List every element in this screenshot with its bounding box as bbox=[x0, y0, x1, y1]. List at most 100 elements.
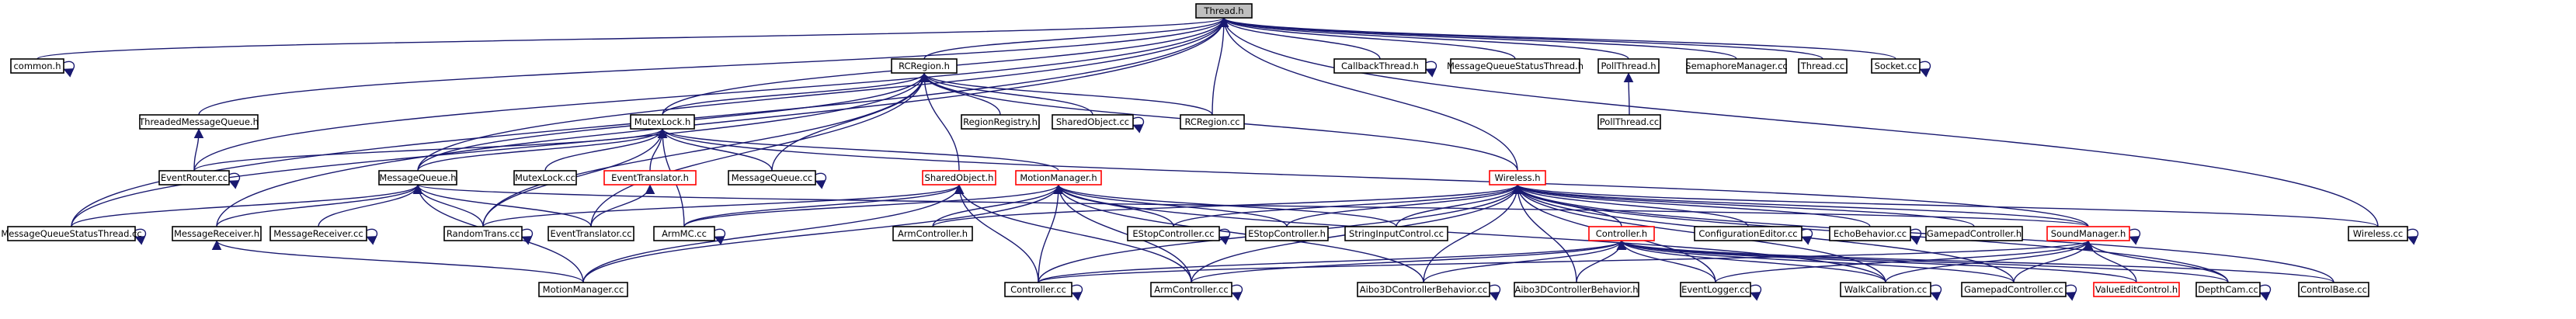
node-label: ArmController.cc bbox=[1154, 284, 1228, 295]
edge-mutex_lock_h-to-rcregion_h bbox=[662, 72, 930, 116]
edge-poll_thread_h-to-thread_h bbox=[1218, 17, 1629, 60]
node-label: EventTranslator.cc bbox=[550, 228, 631, 239]
node-event_translator_cc[interactable]: EventTranslator.cc bbox=[548, 226, 634, 241]
node-configuration_editor_cc[interactable]: ConfigurationEditor.cc bbox=[1694, 226, 1803, 241]
self-loop-configuration_editor_cc bbox=[1801, 228, 1813, 245]
edge-motion_manager_cc-to-motion_manager_h bbox=[582, 184, 1064, 283]
node-label: Socket.cc bbox=[1875, 61, 1917, 71]
node-label: Wireless.h bbox=[1494, 172, 1540, 183]
node-event_router_cc[interactable]: EventRouter.cc bbox=[158, 170, 230, 186]
edge-rcregion_cc-to-rcregion_h bbox=[919, 72, 1213, 116]
node-aibo3d_behavior_cc[interactable]: Aibo3DControllerBehavior.cc bbox=[1357, 282, 1490, 297]
node-label: CallbackThread.h bbox=[1341, 61, 1419, 71]
node-label: ThreadedMessageQueue.h bbox=[138, 116, 259, 127]
node-sound_manager_h[interactable]: SoundManager.h bbox=[2046, 226, 2130, 241]
edge-value_edit_control_h-to-controller_h bbox=[1616, 240, 2137, 283]
node-mutex_lock_cc[interactable]: MutexLock.cc bbox=[513, 170, 577, 186]
node-socket_cc[interactable]: Socket.cc bbox=[1871, 58, 1921, 74]
node-estop_controller_h[interactable]: EStopController.h bbox=[1245, 226, 1329, 241]
node-label: Aibo3DControllerBehavior.cc bbox=[1360, 284, 1487, 295]
node-arm_controller_cc[interactable]: ArmController.cc bbox=[1150, 282, 1232, 297]
node-event_logger_cc[interactable]: EventLogger.cc bbox=[1680, 282, 1751, 297]
node-callback_thread_h[interactable]: CallbackThread.h bbox=[1333, 58, 1427, 74]
node-mq_status_thread_cc[interactable]: MessageQueueStatusThread.cc bbox=[1, 226, 142, 241]
node-label: SharedObject.h bbox=[925, 172, 994, 183]
self-loop-wireless_cc bbox=[2407, 228, 2419, 245]
node-poll_thread_cc[interactable]: PollThread.cc bbox=[1597, 114, 1661, 130]
node-label: EStopController.h bbox=[1248, 228, 1326, 239]
node-armmc_cc[interactable]: ArmMC.cc bbox=[653, 226, 715, 241]
node-label: Controller.h bbox=[1596, 228, 1647, 239]
node-controller_h[interactable]: Controller.h bbox=[1588, 226, 1655, 241]
node-motion_manager_cc[interactable]: MotionManager.cc bbox=[538, 282, 628, 297]
node-label: MotionManager.cc bbox=[543, 284, 624, 295]
node-controller_cc[interactable]: Controller.cc bbox=[1004, 282, 1072, 297]
node-rcregion_h[interactable]: RCRegion.h bbox=[891, 58, 958, 74]
edge-echo_behavior_cc-to-wireless_h bbox=[1512, 184, 1871, 227]
edge-event_router_cc-to-thread_h bbox=[193, 17, 1229, 172]
edge-walk_calibration_cc-to-motion_manager_h bbox=[1053, 184, 1886, 283]
node-message_receiver_h[interactable]: MessageReceiver.h bbox=[172, 226, 262, 241]
node-mq_status_thread_h[interactable]: MessageQueueStatusThread.h bbox=[1447, 58, 1583, 74]
node-message_queue_h[interactable]: MessageQueue.h bbox=[378, 170, 457, 186]
node-threaded_mq_h[interactable]: ThreadedMessageQueue.h bbox=[138, 114, 259, 130]
node-control_base_cc[interactable]: ControlBase.cc bbox=[2298, 282, 2369, 297]
edge-rcregion_cc-to-thread_h bbox=[1212, 17, 1229, 116]
self-loop-armmc_cc bbox=[714, 228, 726, 245]
node-motion_manager_h[interactable]: MotionManager.h bbox=[1015, 170, 1102, 186]
node-box bbox=[2093, 282, 2180, 297]
node-rcregion_cc[interactable]: RCRegion.cc bbox=[1180, 114, 1245, 130]
node-gamepad_controller_h[interactable]: GamepadController.h bbox=[1925, 226, 2023, 241]
edge-semaphore_manager_cc-to-thread_h bbox=[1219, 17, 1737, 60]
node-label: PollThread.h bbox=[1601, 61, 1656, 71]
node-message_receiver_cc[interactable]: MessageReceiver.cc bbox=[269, 226, 367, 241]
node-echo_behavior_cc[interactable]: EchoBehavior.cc bbox=[1829, 226, 1911, 241]
node-label: ValueEditControl.h bbox=[2095, 284, 2178, 295]
node-box bbox=[1127, 226, 1220, 241]
node-gamepad_controller_cc[interactable]: GamepadController.cc bbox=[1961, 282, 2067, 297]
node-box bbox=[1961, 282, 2067, 297]
node-box bbox=[1245, 226, 1329, 241]
node-poll_thread_h[interactable]: PollThread.h bbox=[1597, 58, 1660, 74]
node-thread_cc[interactable]: Thread.cc bbox=[1798, 58, 1848, 74]
node-label: EventLogger.cc bbox=[1681, 284, 1750, 295]
node-common_h[interactable]: common.h bbox=[10, 58, 64, 74]
node-aibo3d_behavior_h[interactable]: Aibo3DControllerBehavior.h bbox=[1514, 282, 1639, 297]
node-shared_object_cc[interactable]: SharedObject.cc bbox=[1052, 114, 1134, 130]
node-label: EStopController.cc bbox=[1132, 228, 1214, 239]
node-box bbox=[1450, 58, 1580, 74]
edge-gamepad_controller_cc-to-controller_h bbox=[1616, 240, 2015, 283]
node-estop_controller_cc[interactable]: EStopController.cc bbox=[1127, 226, 1220, 241]
edge-arm_controller_h-to-motion_manager_h bbox=[932, 184, 1064, 227]
node-string_input_control_cc[interactable]: StringInputControl.cc bbox=[1344, 226, 1448, 241]
node-arm_controller_h[interactable]: ArmController.h bbox=[892, 226, 973, 241]
node-box bbox=[1333, 58, 1427, 74]
node-event_translator_h[interactable]: EventTranslator.h bbox=[603, 170, 697, 186]
node-box bbox=[728, 170, 816, 186]
node-box bbox=[548, 226, 634, 241]
node-box bbox=[653, 226, 715, 241]
node-region_registry_h[interactable]: RegionRegistry.h bbox=[961, 114, 1040, 130]
node-message_queue_cc[interactable]: MessageQueue.cc bbox=[728, 170, 816, 186]
node-wireless_cc[interactable]: Wireless.cc bbox=[2348, 226, 2408, 241]
edge-armmc_cc-to-shared_object_h bbox=[683, 184, 965, 227]
node-box bbox=[158, 170, 230, 186]
node-walk_calibration_cc[interactable]: WalkCalibration.cc bbox=[1840, 282, 1931, 297]
node-thread_h[interactable]: Thread.h bbox=[1195, 3, 1253, 19]
node-wireless_h[interactable]: Wireless.h bbox=[1489, 170, 1546, 186]
edge-wireless_h-to-thread_h bbox=[1218, 17, 1518, 172]
node-depth_cam_cc[interactable]: DepthCam.cc bbox=[2195, 282, 2261, 297]
edge-random_trans_cc-to-rcregion_h bbox=[482, 72, 930, 227]
node-value_edit_control_h[interactable]: ValueEditControl.h bbox=[2093, 282, 2180, 297]
edge-aibo3d_behavior_cc-to-controller_h bbox=[1423, 240, 1627, 283]
node-shared_object_h[interactable]: SharedObject.h bbox=[922, 170, 996, 186]
node-mutex_lock_h[interactable]: MutexLock.h bbox=[630, 114, 695, 130]
node-semaphore_manager_cc[interactable]: SemaphoreManager.cc bbox=[1685, 58, 1788, 74]
self-loop-message_receiver_cc bbox=[366, 228, 378, 245]
node-box bbox=[1871, 58, 1921, 74]
edge-depth_cam_cc-to-sound_manager_h bbox=[2083, 240, 2229, 283]
self-loop-sound_manager_h bbox=[2129, 228, 2141, 245]
edge-message_receiver_h-to-message_queue_h bbox=[216, 184, 423, 227]
edge-wireless_cc-to-thread_h bbox=[1218, 17, 2379, 227]
node-random_trans_cc[interactable]: RandomTrans.cc bbox=[443, 226, 523, 241]
